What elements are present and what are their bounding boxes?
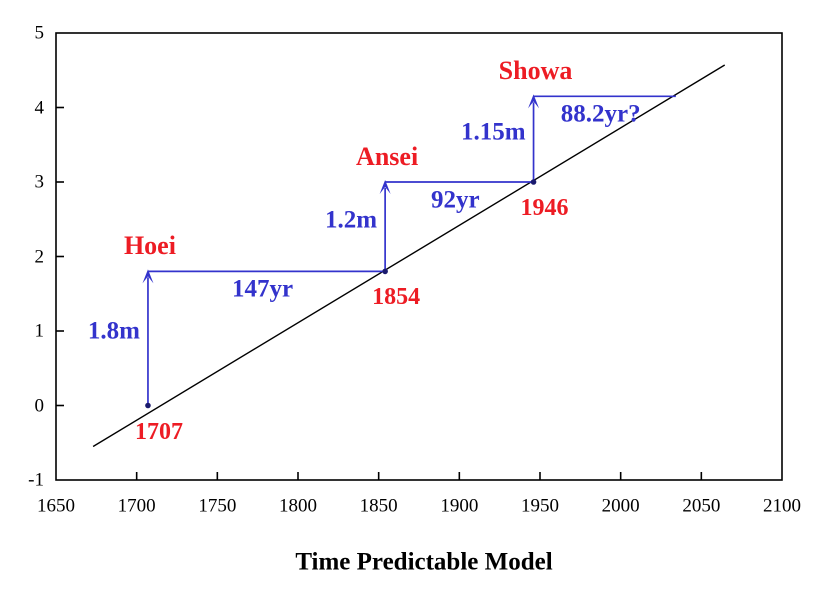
trend-line	[92, 64, 726, 448]
x-tick-label: 1650	[37, 495, 75, 517]
y-tick-label: 5	[34, 22, 45, 44]
interval-label: 92yr	[431, 186, 480, 214]
x-tick-label: 2000	[601, 495, 640, 517]
y-tick-label: -1	[28, 469, 44, 491]
data-point	[382, 268, 388, 275]
event-year-label: 1946	[520, 195, 569, 221]
slip-amount-label: 1.15m	[460, 118, 526, 146]
interval-label: 147yr	[231, 275, 294, 303]
event-year-label: 1707	[134, 418, 183, 445]
data-point	[530, 179, 537, 185]
up-arrowhead-icon	[528, 94, 540, 109]
event-name-label: Showa	[498, 56, 573, 86]
up-arrowhead-icon	[379, 180, 391, 194]
interval-label: 88.2yr?	[560, 100, 641, 128]
x-tick-label: 2100	[763, 495, 801, 517]
chart-title: Time Predictable Model	[295, 548, 553, 576]
slip-amount-label: 1.8m	[87, 317, 140, 345]
x-tick-label: 1800	[279, 495, 317, 517]
x-tick-label: 2050	[682, 495, 721, 517]
x-tick-label: 1700	[117, 495, 156, 517]
y-tick-label: 2	[34, 246, 45, 267]
x-tick-label: 1950	[521, 495, 559, 517]
y-tick-label: 3	[34, 171, 45, 193]
x-tick-label: 1850	[359, 495, 398, 517]
y-tick-label: 4	[34, 97, 45, 118]
x-tick-label: 1900	[440, 495, 479, 517]
y-tick-label: 0	[34, 395, 45, 416]
data-point	[145, 402, 151, 409]
slip-amount-label: 1.2m	[325, 206, 378, 234]
y-tick-label: 1	[34, 320, 45, 342]
x-tick-label: 1750	[198, 495, 237, 517]
up-arrowhead-icon	[142, 269, 154, 284]
event-name-label: Ansei	[356, 142, 419, 171]
event-year-label: 1854	[372, 284, 421, 311]
event-name-label: Hoei	[123, 231, 176, 261]
